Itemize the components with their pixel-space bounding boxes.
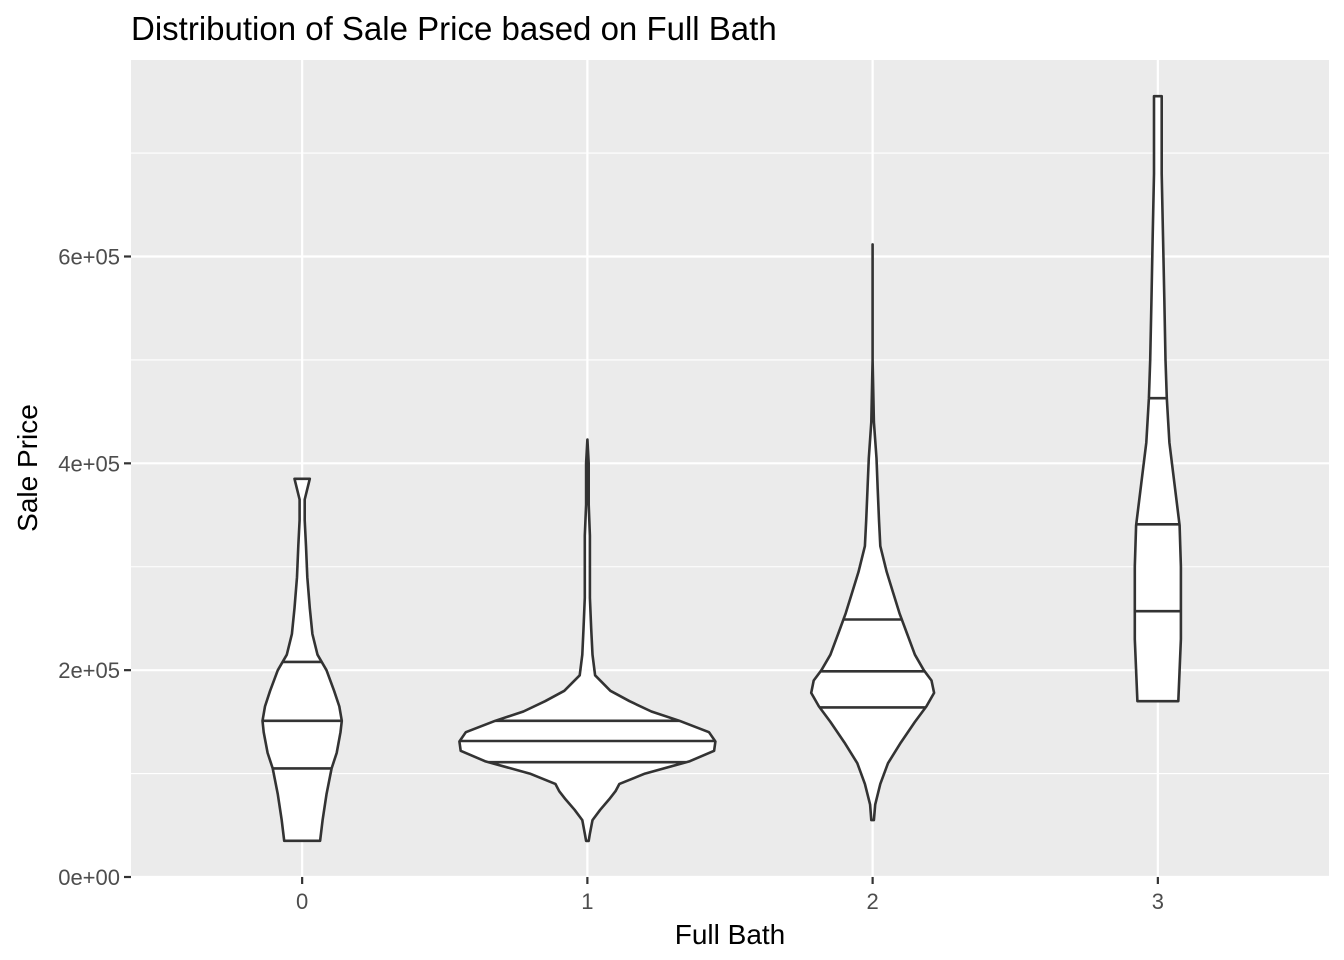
- y-tick-label: 0e+00: [58, 865, 120, 890]
- x-tick-label: 1: [581, 889, 593, 914]
- y-axis-title: Sale Price: [12, 404, 43, 532]
- y-tick-label: 2e+05: [58, 658, 120, 683]
- y-tick-label: 4e+05: [58, 451, 120, 476]
- violins: [261, 94, 1183, 843]
- chart-title: Distribution of Sale Price based on Full…: [131, 10, 777, 47]
- violin-2: [809, 243, 936, 822]
- y-axis: 0e+00 2e+05 4e+05 6e+05: [58, 244, 131, 890]
- y-tick-label: 6e+05: [58, 244, 120, 269]
- x-axis: 0 1 2 3: [296, 877, 1164, 914]
- x-tick-label: 2: [866, 889, 878, 914]
- x-tick-label: 3: [1152, 889, 1164, 914]
- x-tick-label: 0: [296, 889, 308, 914]
- x-axis-title: Full Bath: [675, 919, 786, 950]
